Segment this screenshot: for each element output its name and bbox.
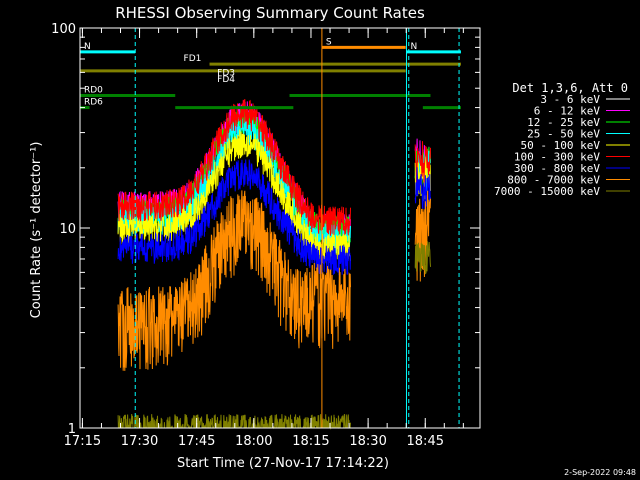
legend-header: Det 1,3,6, Att 0 (512, 81, 628, 95)
x-tick-label: 18:45 (407, 434, 444, 449)
flag-label: FD1 (184, 54, 202, 64)
flag-label: N (410, 42, 417, 52)
flag-label: RD0 (84, 85, 103, 95)
legend-entry: 50 - 100 keV (521, 139, 601, 152)
x-tick-label: 17:45 (178, 434, 215, 449)
series-line (117, 159, 431, 276)
y-tick-label: 10 (59, 222, 76, 237)
flag-label: RD6 (84, 98, 103, 108)
flag-label: N (84, 42, 91, 52)
x-tick-label: 17:30 (121, 434, 158, 449)
legend-entry: 6 - 12 keV (534, 105, 601, 118)
y-tick-label: 1 (68, 422, 76, 437)
x-axis-label: Start Time (27-Nov-17 17:14:22) (177, 456, 389, 471)
x-tick-label: 18:15 (292, 434, 329, 449)
legend-entry: 3 - 6 keV (540, 93, 600, 106)
flag-label: FD3 (217, 68, 235, 78)
footer-timestamp: 2-Sep-2022 09:48 (564, 468, 636, 477)
x-tick-label: 18:30 (349, 434, 386, 449)
x-tick-label: 18:00 (235, 434, 272, 449)
y-tick-label: 100 (51, 22, 76, 37)
legend-entry: 7000 - 15000 keV (494, 185, 600, 198)
flag-label: S (326, 37, 332, 47)
legend-entry: 800 - 7000 keV (507, 174, 600, 187)
chart-title: RHESSI Observing Summary Count Rates (115, 4, 425, 22)
flag-label: FD4 (217, 75, 235, 85)
legend-entry: 25 - 50 keV (527, 128, 600, 141)
x-tick-label: 17:15 (64, 434, 101, 449)
legend-entry: 12 - 25 keV (527, 116, 600, 129)
legend-entry: 100 - 300 keV (514, 151, 600, 164)
legend-entry: 300 - 800 keV (514, 162, 600, 175)
series-line (117, 99, 431, 236)
y-axis-label: Count Rate (s⁻¹ detector⁻¹) (29, 142, 44, 319)
